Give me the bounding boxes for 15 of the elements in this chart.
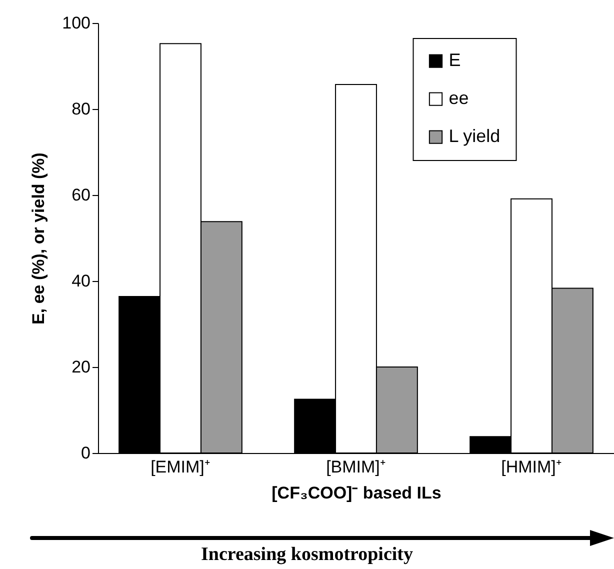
legend-label: ee: [448, 88, 469, 108]
x-tick-label: [HMIM]⁺: [501, 458, 562, 476]
legend-label: L yield: [448, 126, 500, 146]
y-tick-label: 20: [72, 358, 90, 376]
y-tick-label: 40: [72, 272, 90, 290]
x-tick-label: [EMIM]⁺: [150, 458, 210, 476]
text: Increasing kosmotropicity: [200, 544, 414, 566]
y-tick-label: 100: [62, 14, 90, 32]
y-tick-label: 80: [72, 100, 90, 118]
y-axis-title: E, ee (%), or yield (%): [29, 152, 48, 324]
x-axis-title: [CF₃COO]⁻ based ILs: [272, 484, 442, 502]
y-tick-label: 0: [81, 444, 90, 462]
y-tick-label: 60: [72, 186, 90, 204]
legend-label: E: [448, 50, 461, 70]
x-tick-label: [BMIM]⁺: [326, 458, 386, 476]
